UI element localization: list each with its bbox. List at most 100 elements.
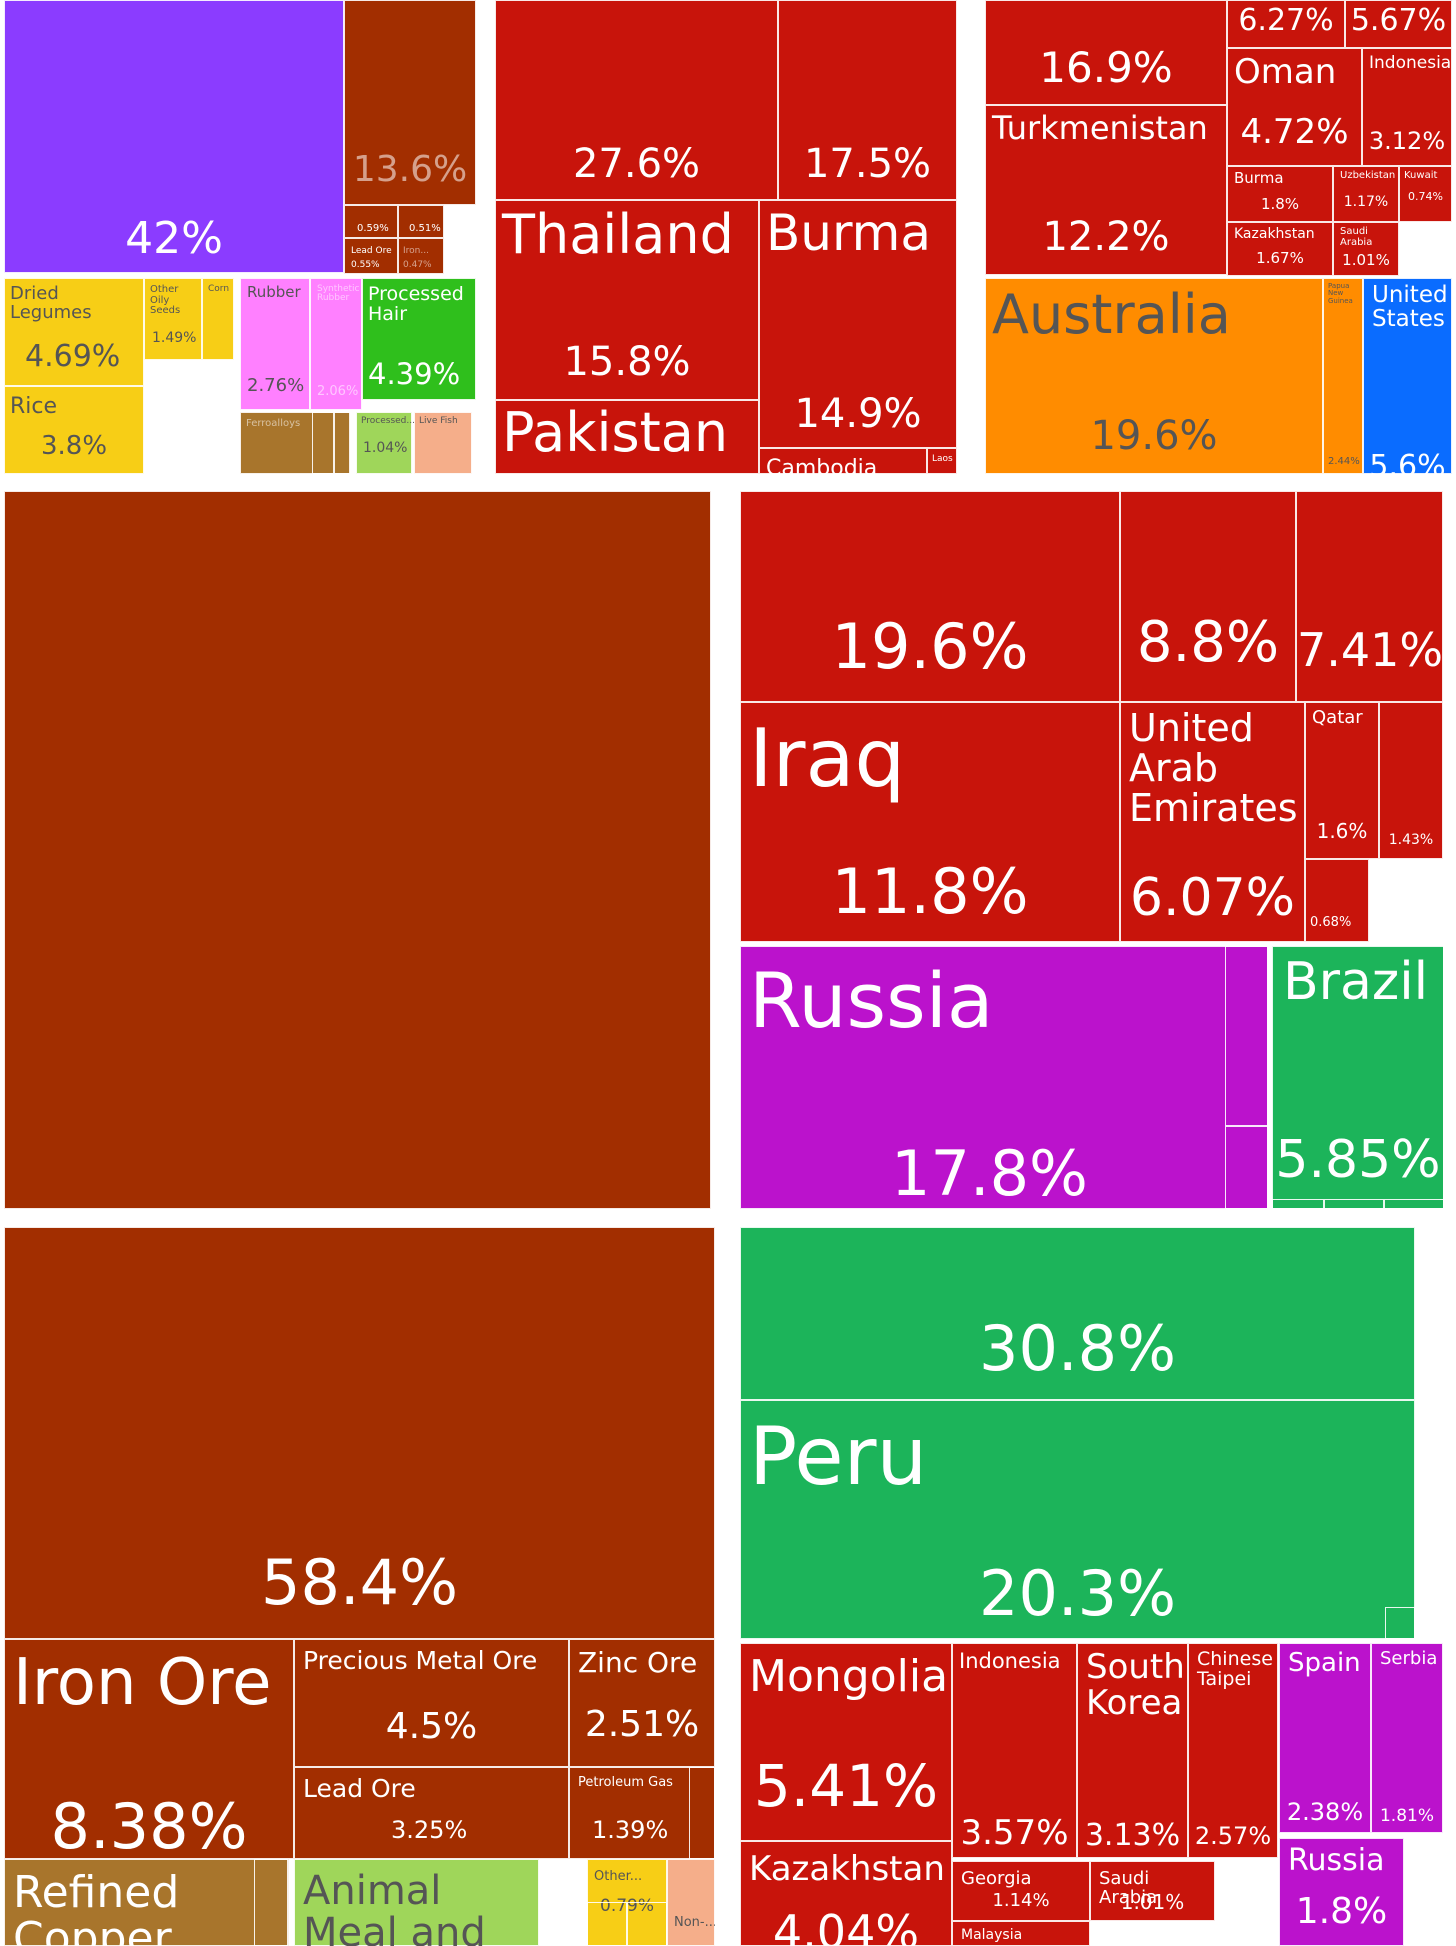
tile-label: Saudi Arabia (1099, 1868, 1158, 1908)
treemap-tile-7-41[interactable]: 7.41% (1296, 491, 1443, 702)
treemap-tile-zinc-ore[interactable]: Zinc Ore 2.51% (569, 1639, 715, 1767)
treemap-tile-precious-metal-ore[interactable]: Precious Metal Ore 4.5% (294, 1639, 569, 1767)
treemap-tile-thailand[interactable]: Thailand 15.8% (495, 200, 759, 400)
tile-value: 3.25% (391, 1816, 468, 1844)
treemap-tile-chinese-taipei[interactable]: Chinese Taipei 2.57% (1188, 1643, 1278, 1858)
treemap-tile-cambodia[interactable]: Cambodia (759, 448, 927, 474)
treemap-tile-non[interactable]: Non-... (667, 1859, 715, 1946)
treemap-tile-refined-copper[interactable]: Refined Copper (4, 1859, 289, 1946)
treemap-tile-tile[interactable] (4, 491, 711, 1209)
treemap-tile-georgia[interactable]: Georgia 1.14% (952, 1861, 1090, 1921)
treemap-tile-13-6[interactable]: 13.6% (344, 0, 476, 205)
treemap-subtile (1427, 244, 1452, 275)
treemap-tile-iron[interactable]: Iron... 0.47% (398, 238, 444, 274)
treemap-tile-laos[interactable]: Laos (927, 448, 957, 474)
tile-value: 14.9% (794, 391, 922, 437)
treemap-tile-turkmenistan[interactable]: Turkmenistan 12.2% (985, 105, 1227, 275)
treemap-tile-rice[interactable]: Rice 3.8% (4, 386, 144, 474)
tile-value: 3.13% (1084, 1818, 1181, 1853)
tile-label: Uzbekistan (1340, 170, 1396, 181)
tile-value: 2.38% (1286, 1798, 1364, 1826)
treemap-tile-peru[interactable]: Peru 20.3% (740, 1400, 1415, 1639)
tile-value: 0.68% (1310, 915, 1352, 930)
tile-value: 5.41% (753, 1752, 939, 1820)
treemap-tile-pakistan[interactable]: Pakistan (495, 400, 759, 474)
treemap-tile-processed-hair[interactable]: Processed Hair 4.39% (362, 278, 476, 400)
treemap-tile-other-oily-seeds[interactable]: Other Oily Seeds 1.49% (144, 278, 202, 360)
treemap-tile-1-43[interactable]: 1.43% (1379, 702, 1443, 859)
treemap-tile-iron-ore[interactable]: Iron Ore 8.38% (4, 1639, 294, 1859)
tile-value: 27.6% (572, 141, 701, 187)
tile-label: Georgia (961, 1868, 1032, 1889)
treemap-tile-malaysia[interactable]: Malaysia (952, 1921, 1090, 1946)
treemap-tile-58-4[interactable]: 58.4% (4, 1227, 715, 1639)
treemap-tile-united-states[interactable]: United States 5.6% (1363, 278, 1452, 474)
tile-label: Kazakhstan (749, 1849, 945, 1889)
treemap-subtile (448, 251, 476, 274)
treemap-tile-qatar[interactable]: Qatar 1.6% (1305, 702, 1379, 859)
treemap-tile-lead-ore[interactable]: Lead Ore 3.25% (294, 1767, 569, 1859)
treemap-tile-burma[interactable]: Burma 1.8% (1227, 166, 1333, 222)
treemap-tile-papua-new-guinea[interactable]: Papua New Guinea 2.44% (1323, 278, 1363, 474)
treemap-tile-united-arab-emirates[interactable]: United Arab Emirates 6.07% (1120, 702, 1305, 942)
tile-value: 6.27% (1238, 3, 1334, 38)
treemap-tile-kazakhstan[interactable]: Kazakhstan 4.04% (740, 1841, 952, 1946)
treemap-tile-kazakhstan[interactable]: Kazakhstan 1.67% (1227, 222, 1333, 276)
tile-label: Chinese Taipei (1197, 1648, 1273, 1690)
treemap-tile-19-6[interactable]: 19.6% (740, 491, 1120, 702)
treemap-tile-0-51[interactable]: 0.51% (398, 205, 444, 238)
tile-value: 0.51% (409, 223, 441, 234)
treemap-tile-lead-ore[interactable]: Lead Ore 0.55% (344, 238, 398, 274)
treemap-tile-0-59[interactable]: 0.59% (344, 205, 398, 238)
treemap-tile-uzbekistan[interactable]: Uzbekistan 1.17% (1333, 166, 1399, 222)
tile-label: Other... (594, 1869, 643, 1884)
treemap-tile-burma[interactable]: Burma 14.9% (759, 200, 957, 448)
treemap-tile-live-fish[interactable]: Live Fish (414, 412, 472, 474)
treemap-tile-16-9[interactable]: 16.9% (985, 0, 1227, 105)
tile-label: Non-... (674, 1915, 715, 1930)
treemap-tile-brazil[interactable]: Brazil 5.85% (1272, 946, 1443, 1209)
treemap-subtile (1379, 859, 1415, 899)
treemap-tile-8-8[interactable]: 8.8% (1120, 491, 1296, 702)
treemap-tile-42[interactable]: 42% (4, 0, 344, 273)
treemap-subtile (144, 444, 174, 474)
treemap-tile-saudi-arabia[interactable]: Saudi Arabia 1.01% (1090, 1861, 1215, 1921)
tile-value: 1.01% (1342, 251, 1390, 269)
treemap-tile-kuwait[interactable]: Kuwait 0.74% (1399, 166, 1452, 222)
tile-label: Pakistan (502, 401, 729, 464)
treemap-tile-saudi-arabia[interactable]: Saudi Arabia 1.01% (1333, 222, 1399, 276)
treemap-tile-6-27[interactable]: 6.27% (1227, 0, 1345, 48)
treemap-tile-0-68[interactable]: 0.68% (1305, 859, 1369, 942)
treemap-tile-russia[interactable]: Russia 17.8% (740, 946, 1268, 1209)
treemap-subtile (208, 416, 234, 444)
treemap-tile-oman[interactable]: Oman 4.72% (1227, 48, 1362, 166)
treemap-tile-27-6[interactable]: 27.6% (495, 0, 778, 200)
treemap-tile-synthetic-rubber[interactable]: Synthetic Rubber 2.06% (310, 278, 362, 410)
treemap-tile-serbia[interactable]: Serbia 1.81% (1371, 1643, 1443, 1833)
tile-label: Peru (749, 1410, 928, 1503)
treemap-tile-indonesia[interactable]: Indonesia 3.57% (952, 1643, 1077, 1858)
tile-label: Synthetic Rubber (317, 284, 360, 304)
treemap-subtile (144, 360, 168, 386)
treemap-tile-australia[interactable]: Australia 19.6% (985, 278, 1323, 474)
tile-label: Live Fish (419, 416, 458, 426)
treemap-tile-indonesia[interactable]: Indonesia 3.12% (1362, 48, 1452, 166)
treemap-tile-rubber[interactable]: Rubber 2.76% (240, 278, 310, 410)
tile-label: Brazil (1283, 952, 1429, 1012)
treemap-tile-mongolia[interactable]: Mongolia 5.41% (740, 1643, 952, 1841)
treemap-tile-dried-legumes[interactable]: Dried Legumes 4.69% (4, 278, 144, 386)
treemap-tile-corn[interactable]: Corn (202, 278, 234, 360)
treemap-tile-south-korea[interactable]: South Korea 3.13% (1077, 1643, 1188, 1858)
tile-label: Rubber (247, 283, 301, 301)
treemap-tile-animal-meal-and-pellets[interactable]: Animal Meal and Pellets (294, 1859, 539, 1946)
tile-value: 4.39% (368, 357, 461, 391)
treemap-tile-ferroalloys[interactable]: Ferroalloys (240, 412, 350, 474)
treemap-tile-17-5[interactable]: 17.5% (778, 0, 957, 200)
treemap-tile-petroleum-gas[interactable]: Petroleum Gas 1.39% (569, 1767, 715, 1859)
treemap-tile-processed[interactable]: Processed... 1.04% (356, 412, 415, 474)
treemap-tile-30-8[interactable]: 30.8% (740, 1227, 1415, 1400)
treemap-tile-russia[interactable]: Russia 1.8% (1279, 1838, 1404, 1946)
treemap-tile-spain[interactable]: Spain 2.38% (1279, 1643, 1371, 1833)
treemap-tile-5-67[interactable]: 5.67% (1345, 0, 1452, 48)
treemap-tile-iraq[interactable]: Iraq 11.8% (740, 702, 1120, 942)
